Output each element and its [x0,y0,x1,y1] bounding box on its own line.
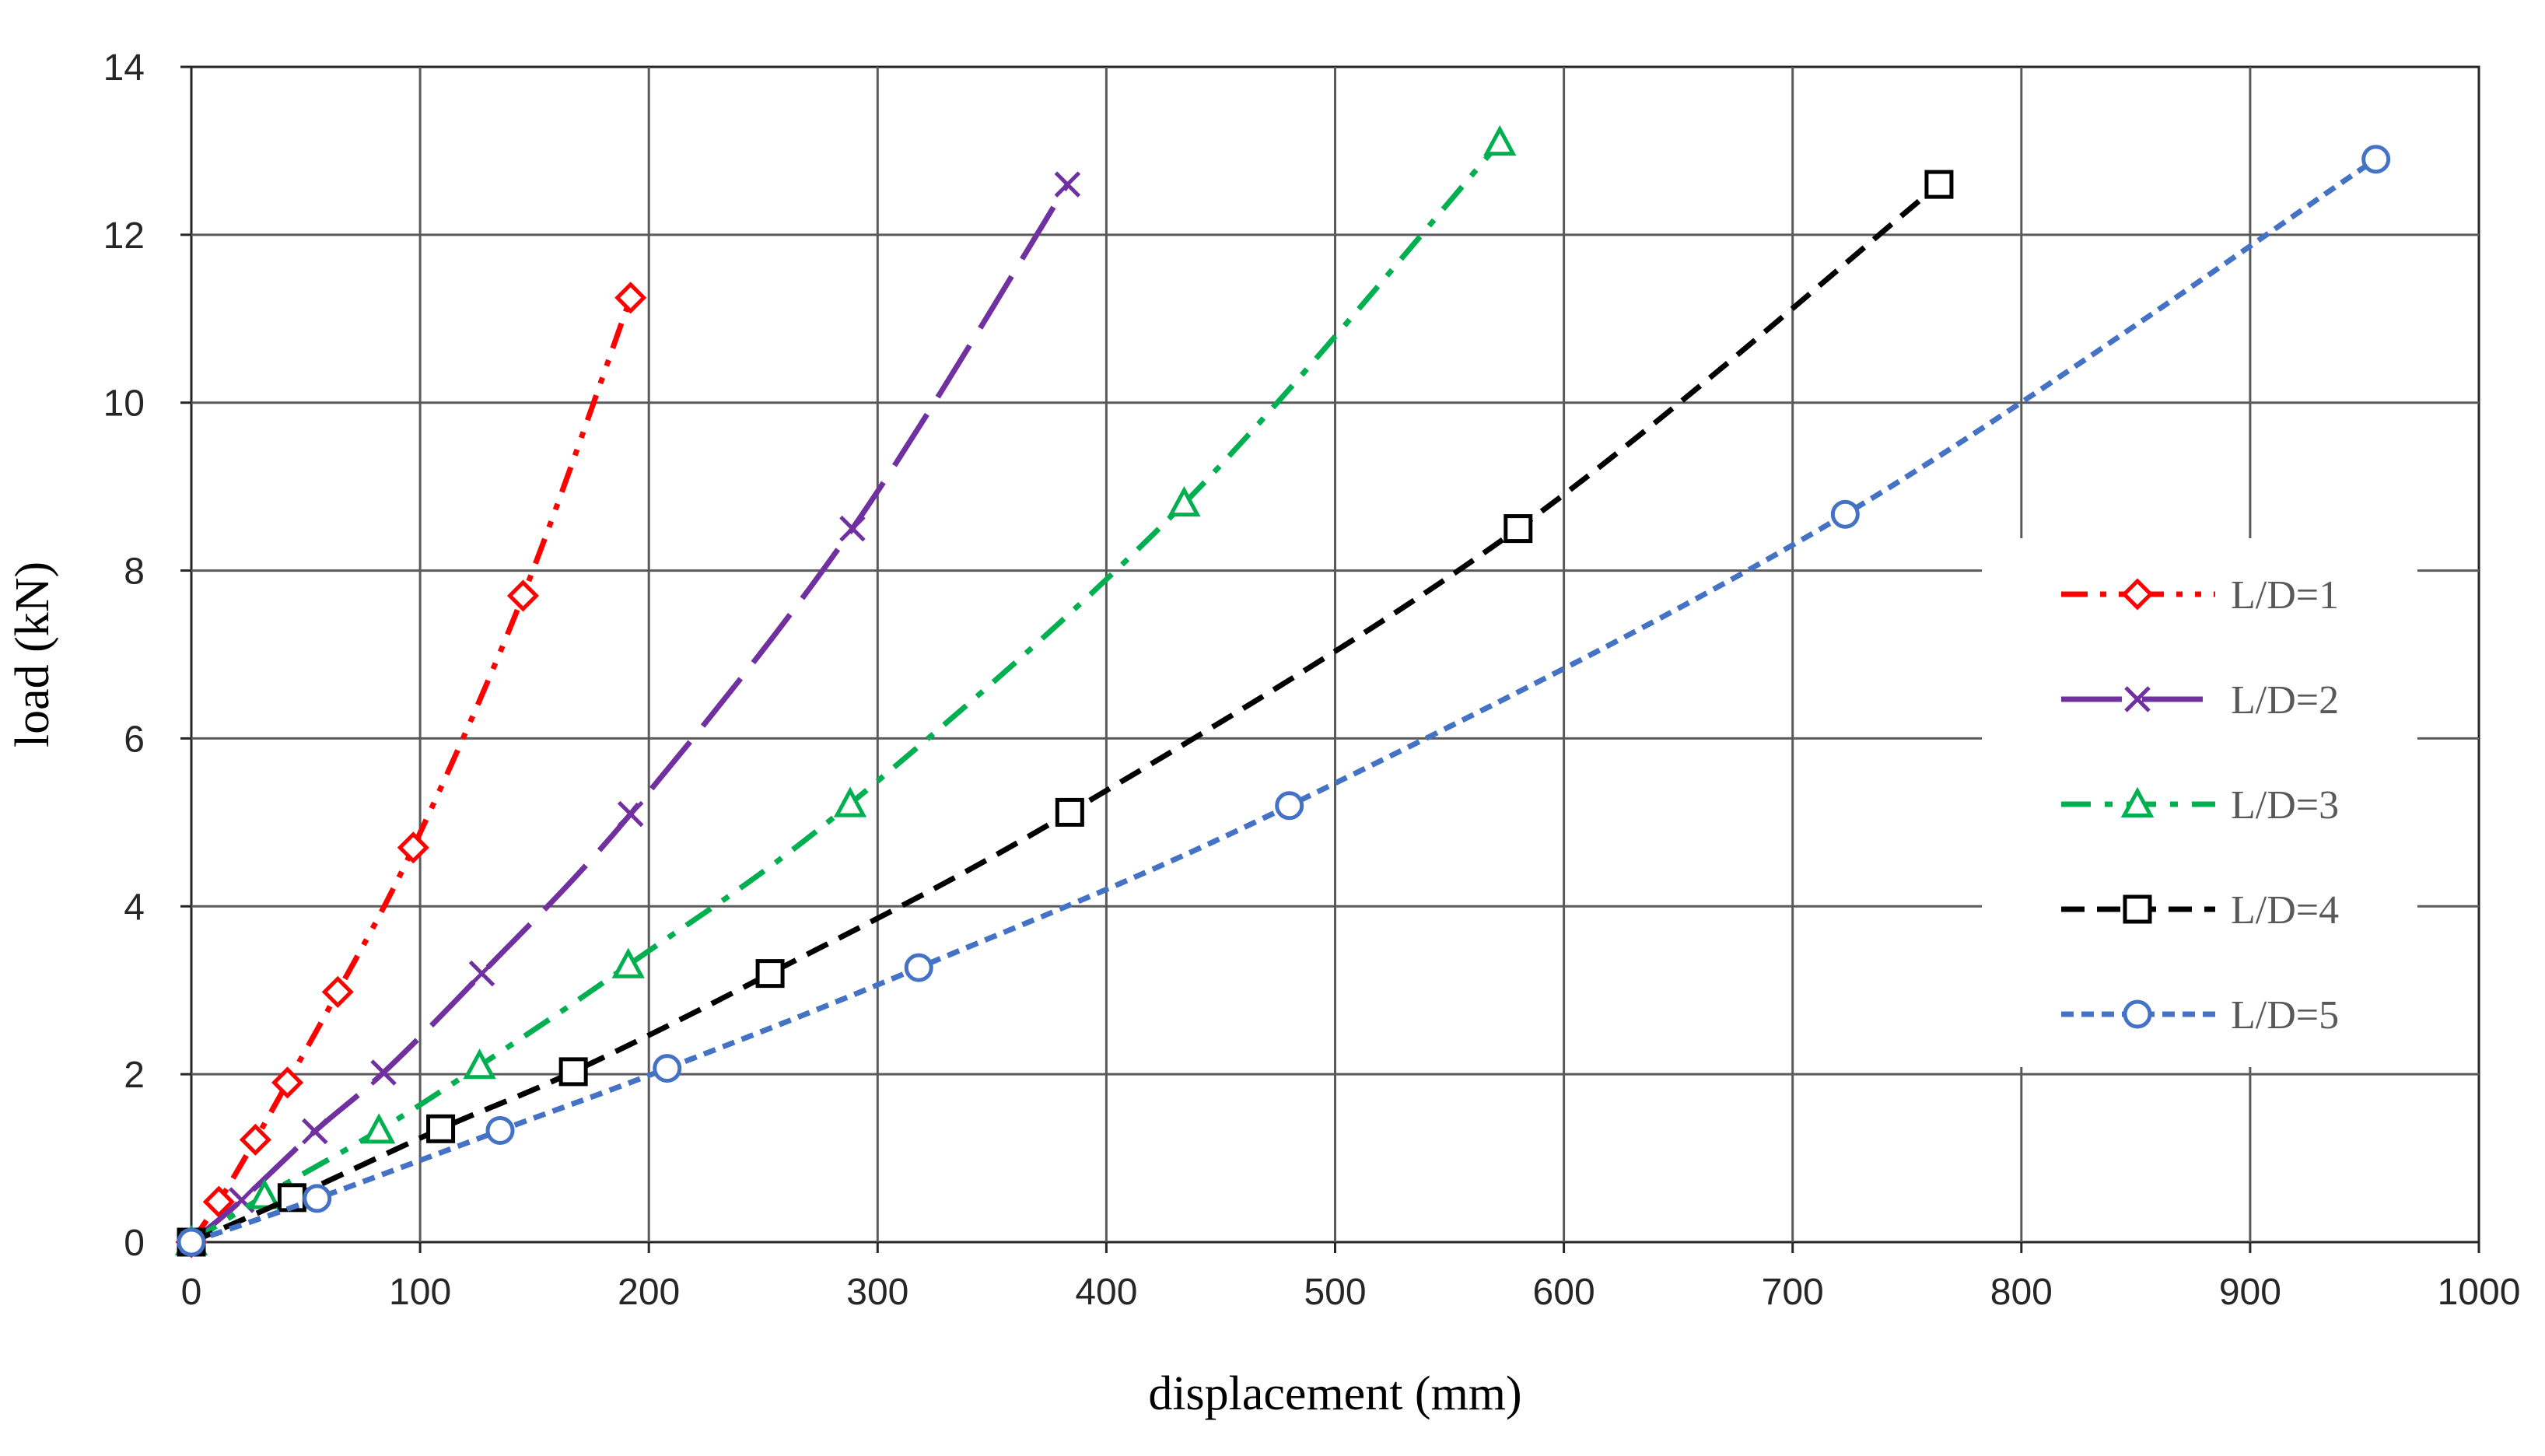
y-tick-label: 4 [124,887,145,928]
data-point [617,800,644,828]
x-tick-label: 800 [1990,1272,2053,1313]
data-point [653,1054,682,1083]
x-tick-label: 400 [1075,1272,1137,1313]
legend-item: L/D=3 [2061,783,2339,828]
data-point [303,1184,332,1213]
legend-label: L/D=5 [2231,993,2339,1038]
data-point-stroke [302,1118,328,1145]
legend-label: L/D=1 [2231,573,2339,618]
legend-label: L/D=2 [2231,678,2339,723]
x-tick-label: 900 [2219,1272,2281,1313]
series-3 [174,124,1517,1255]
x-tick-label: 300 [846,1272,908,1313]
legend: L/D=1 L/D=2 L/D=3 L/D=4 L/D=5 [1982,538,2417,1067]
x-tick-label: 100 [389,1272,451,1313]
legend-marker [2121,578,2154,611]
data-point-stroke [1054,171,1081,198]
data-point [202,1185,235,1218]
x-tick-label: 0 [181,1272,202,1313]
data-point [485,1115,515,1145]
data-point [1483,124,1517,156]
y-tick-label: 2 [124,1055,145,1096]
series-group [174,124,2391,1258]
legend-marker-stroke [2124,686,2151,712]
data-point [177,1227,206,1257]
data-point [833,786,867,817]
data-point-stroke [228,1187,255,1213]
data-point [271,1066,304,1099]
data-point [468,960,495,987]
data-point [463,1048,496,1080]
x-tick-label: 500 [1304,1272,1366,1313]
data-point [755,959,785,989]
x-tick-label: 600 [1533,1272,1595,1313]
x-tick-label: 700 [1762,1272,1824,1313]
series-line [189,296,633,1244]
data-point [506,579,539,612]
data-point [321,975,354,1008]
legend-item: L/D=4 [2061,888,2339,933]
legend-item: L/D=1 [2061,573,2339,618]
legend-marker [2124,686,2151,712]
data-point [1275,791,1304,821]
axes: 0 100 200 300 400 500 600 700 800 900 1000 0 2 4 6 8 10 1… [103,47,2521,1313]
data-point [1830,499,1860,529]
data-point [302,1118,328,1145]
data-point [614,282,647,314]
x-tick-label: 200 [618,1272,680,1313]
data-point [426,1114,456,1143]
legend-label: L/D=3 [2231,783,2339,828]
data-point [558,1057,588,1087]
x-tick-label: 1000 [2438,1272,2521,1313]
data-point [397,831,429,864]
legend-label: L/D=4 [2231,888,2339,933]
data-point [611,947,645,978]
data-point [362,1113,396,1144]
y-axis-title: load (kN) [6,562,59,747]
series-line [190,156,2378,1245]
series-line [189,183,1070,1244]
data-point-stroke [370,1059,397,1086]
data-point [1167,485,1201,517]
y-tick-label: 14 [103,47,145,89]
y-tick-label: 0 [124,1223,145,1264]
y-tick-label: 10 [103,383,145,425]
x-axis-title: displacement (mm) [1148,1367,1521,1420]
data-point [370,1059,397,1086]
data-point [239,1123,271,1156]
data-point [1054,171,1081,198]
data-point [904,953,933,982]
legend-marker [2123,894,2152,924]
data-point [1924,170,1954,199]
series-2 [178,171,1081,1255]
y-tick-label: 12 [103,215,145,257]
legend-marker [2120,786,2155,817]
data-point [839,515,866,542]
data-point-stroke [839,515,866,542]
legend-marker [2123,999,2152,1029]
data-point [1504,514,1533,544]
data-point [1055,797,1084,827]
data-point [2361,145,2391,174]
series-line [190,182,1941,1245]
legend-item: L/D=5 [2061,993,2339,1038]
series-1 [175,282,647,1258]
y-tick-label: 8 [124,551,145,593]
series-5 [177,145,2391,1257]
legend-item: L/D=2 [2061,678,2339,723]
series-4 [177,170,1954,1257]
data-point-stroke [617,800,644,828]
y-tick-label: 6 [124,719,145,760]
data-point-stroke [468,960,495,987]
